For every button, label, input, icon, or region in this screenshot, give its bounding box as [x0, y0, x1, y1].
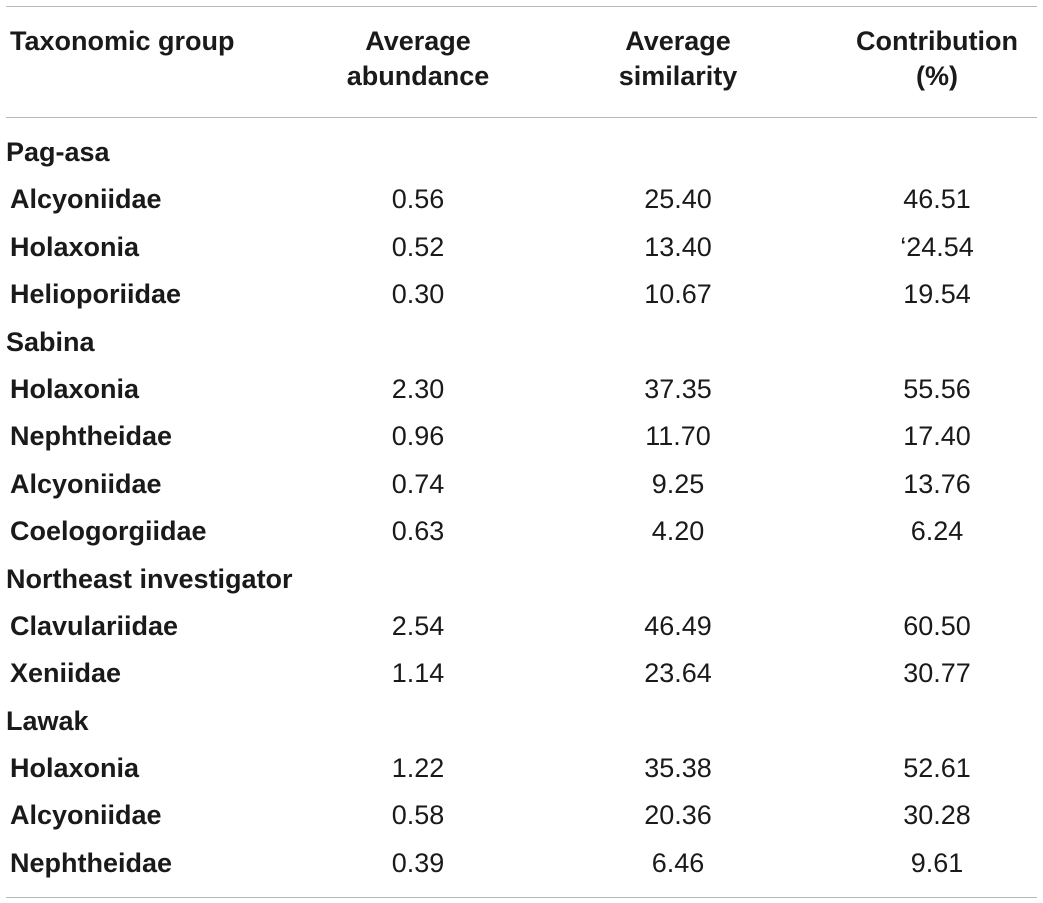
header-taxonomic-group: Taxonomic group	[10, 24, 235, 59]
taxon-name: Holaxonia	[10, 231, 140, 262]
contribution-cell: 13.76	[903, 468, 971, 499]
table-row: Alcyoniidae 0.56 25.40 46.51	[0, 176, 1043, 223]
average-abundance-cell: 0.74	[391, 468, 445, 499]
average-abundance-cell: 2.54	[391, 610, 445, 641]
average-similarity-cell: 25.40	[644, 184, 712, 215]
table-row: Nephtheidae 0.96 11.70 17.40	[0, 413, 1043, 460]
average-similarity-cell: 23.64	[644, 658, 712, 689]
taxon-name: Alcyoniidae	[10, 184, 162, 215]
taxon-name: Xeniidae	[10, 658, 122, 689]
header-abundance-line2: abundance	[346, 61, 490, 91]
contribution-cell: 30.77	[903, 658, 971, 689]
taxon-name: Alcyoniidae	[10, 800, 162, 831]
site-name: Sabina	[6, 326, 95, 357]
header-contribution-line2: (%)	[916, 61, 958, 91]
table-bottom-rule	[6, 897, 1037, 898]
table-header-rule	[6, 117, 1037, 118]
taxon-name: Alcyoniidae	[10, 468, 162, 499]
table-row: Holaxonia 0.52 13.40 ‘24.54	[0, 224, 1043, 271]
average-abundance-cell: 0.30	[391, 279, 445, 310]
header-taxon-label: Taxonomic group	[10, 26, 235, 56]
header-average-abundance: Average abundance	[318, 24, 518, 94]
taxon-name: Holaxonia	[10, 753, 140, 784]
average-abundance-cell: 0.39	[391, 847, 445, 878]
taxon-name: Coelogorgiidae	[10, 516, 207, 547]
contribution-cell: 52.61	[903, 753, 971, 784]
average-abundance-cell: 0.52	[391, 231, 445, 262]
table-row: Holaxonia 1.22 35.38 52.61	[0, 745, 1043, 792]
average-abundance-cell: 1.14	[391, 658, 445, 689]
average-similarity-cell: 11.70	[645, 421, 711, 452]
taxon-name: Nephtheidae	[10, 421, 173, 452]
average-abundance-cell: 0.63	[391, 516, 445, 547]
table-header: Taxonomic group Average abundance Averag…	[0, 24, 1043, 104]
header-abundance-line1: Average	[365, 26, 471, 56]
table-row: Alcyoniidae 0.74 9.25 13.76	[0, 461, 1043, 508]
table-row: Helioporiidae 0.30 10.67 19.54	[0, 271, 1043, 318]
contribution-cell: 9.61	[910, 847, 964, 878]
header-average-similarity: Average similarity	[578, 24, 778, 94]
taxon-name: Nephtheidae	[10, 847, 173, 878]
table-body: Pag-asa Alcyoniidae 0.56 25.40 46.51 Holaxoni…	[0, 129, 1043, 887]
average-abundance-cell: 0.56	[391, 184, 445, 215]
table-top-rule	[6, 6, 1037, 7]
contribution-cell: 6.24	[910, 516, 964, 547]
site-group-row: Lawak	[0, 698, 1043, 745]
average-similarity-cell: 10.67	[644, 279, 712, 310]
average-similarity-cell: 37.35	[644, 373, 712, 404]
table-row: Xeniidae 1.14 23.64 30.77	[0, 650, 1043, 697]
average-similarity-cell: 9.25	[651, 468, 705, 499]
table-row: Coelogorgiidae 0.63 4.20 6.24	[0, 508, 1043, 555]
header-contribution-line1: Contribution	[856, 26, 1018, 56]
contribution-cell: 60.50	[903, 610, 971, 641]
table-row: Holaxonia 2.30 37.35 55.56	[0, 366, 1043, 413]
site-group-row: Northeast investigator	[0, 556, 1043, 603]
average-similarity-cell: 6.46	[651, 847, 705, 878]
site-name: Pag-asa	[6, 137, 110, 167]
taxon-name: Helioporiidae	[10, 279, 182, 310]
average-similarity-cell: 20.36	[644, 800, 712, 831]
site-name: Lawak	[6, 705, 89, 736]
header-contribution: Contribution (%)	[837, 24, 1037, 94]
average-similarity-cell: 13.40	[644, 231, 712, 262]
site-name: Northeast investigator	[6, 563, 293, 594]
table-row: Alcyoniidae 0.58 20.36 30.28	[0, 792, 1043, 839]
taxon-name: Clavulariidae	[10, 610, 179, 641]
contribution-cell: 55.56	[903, 373, 971, 404]
contribution-cell: 19.54	[903, 279, 971, 310]
average-similarity-cell: 46.49	[644, 610, 712, 641]
taxon-name: Holaxonia	[10, 373, 140, 404]
site-group-row: Pag-asa	[0, 129, 1043, 176]
contribution-cell: 46.51	[903, 184, 971, 215]
header-similarity-line1: Average	[625, 26, 731, 56]
average-abundance-cell: 2.30	[391, 373, 445, 404]
average-abundance-cell: 1.22	[391, 753, 445, 784]
average-similarity-cell: 35.38	[644, 753, 712, 784]
table-row: Nephtheidae 0.39 6.46 9.61	[0, 840, 1043, 887]
header-similarity-line2: similarity	[618, 61, 738, 91]
average-abundance-cell: 0.58	[391, 800, 445, 831]
average-abundance-cell: 0.96	[391, 421, 445, 452]
site-group-row: Sabina	[0, 319, 1043, 366]
contribution-cell: 17.40	[903, 421, 971, 452]
contribution-cell: ‘24.54	[900, 231, 974, 262]
contribution-cell: 30.28	[903, 800, 971, 831]
average-similarity-cell: 4.20	[651, 516, 705, 547]
table-row: Clavulariidae 2.54 46.49 60.50	[0, 603, 1043, 650]
